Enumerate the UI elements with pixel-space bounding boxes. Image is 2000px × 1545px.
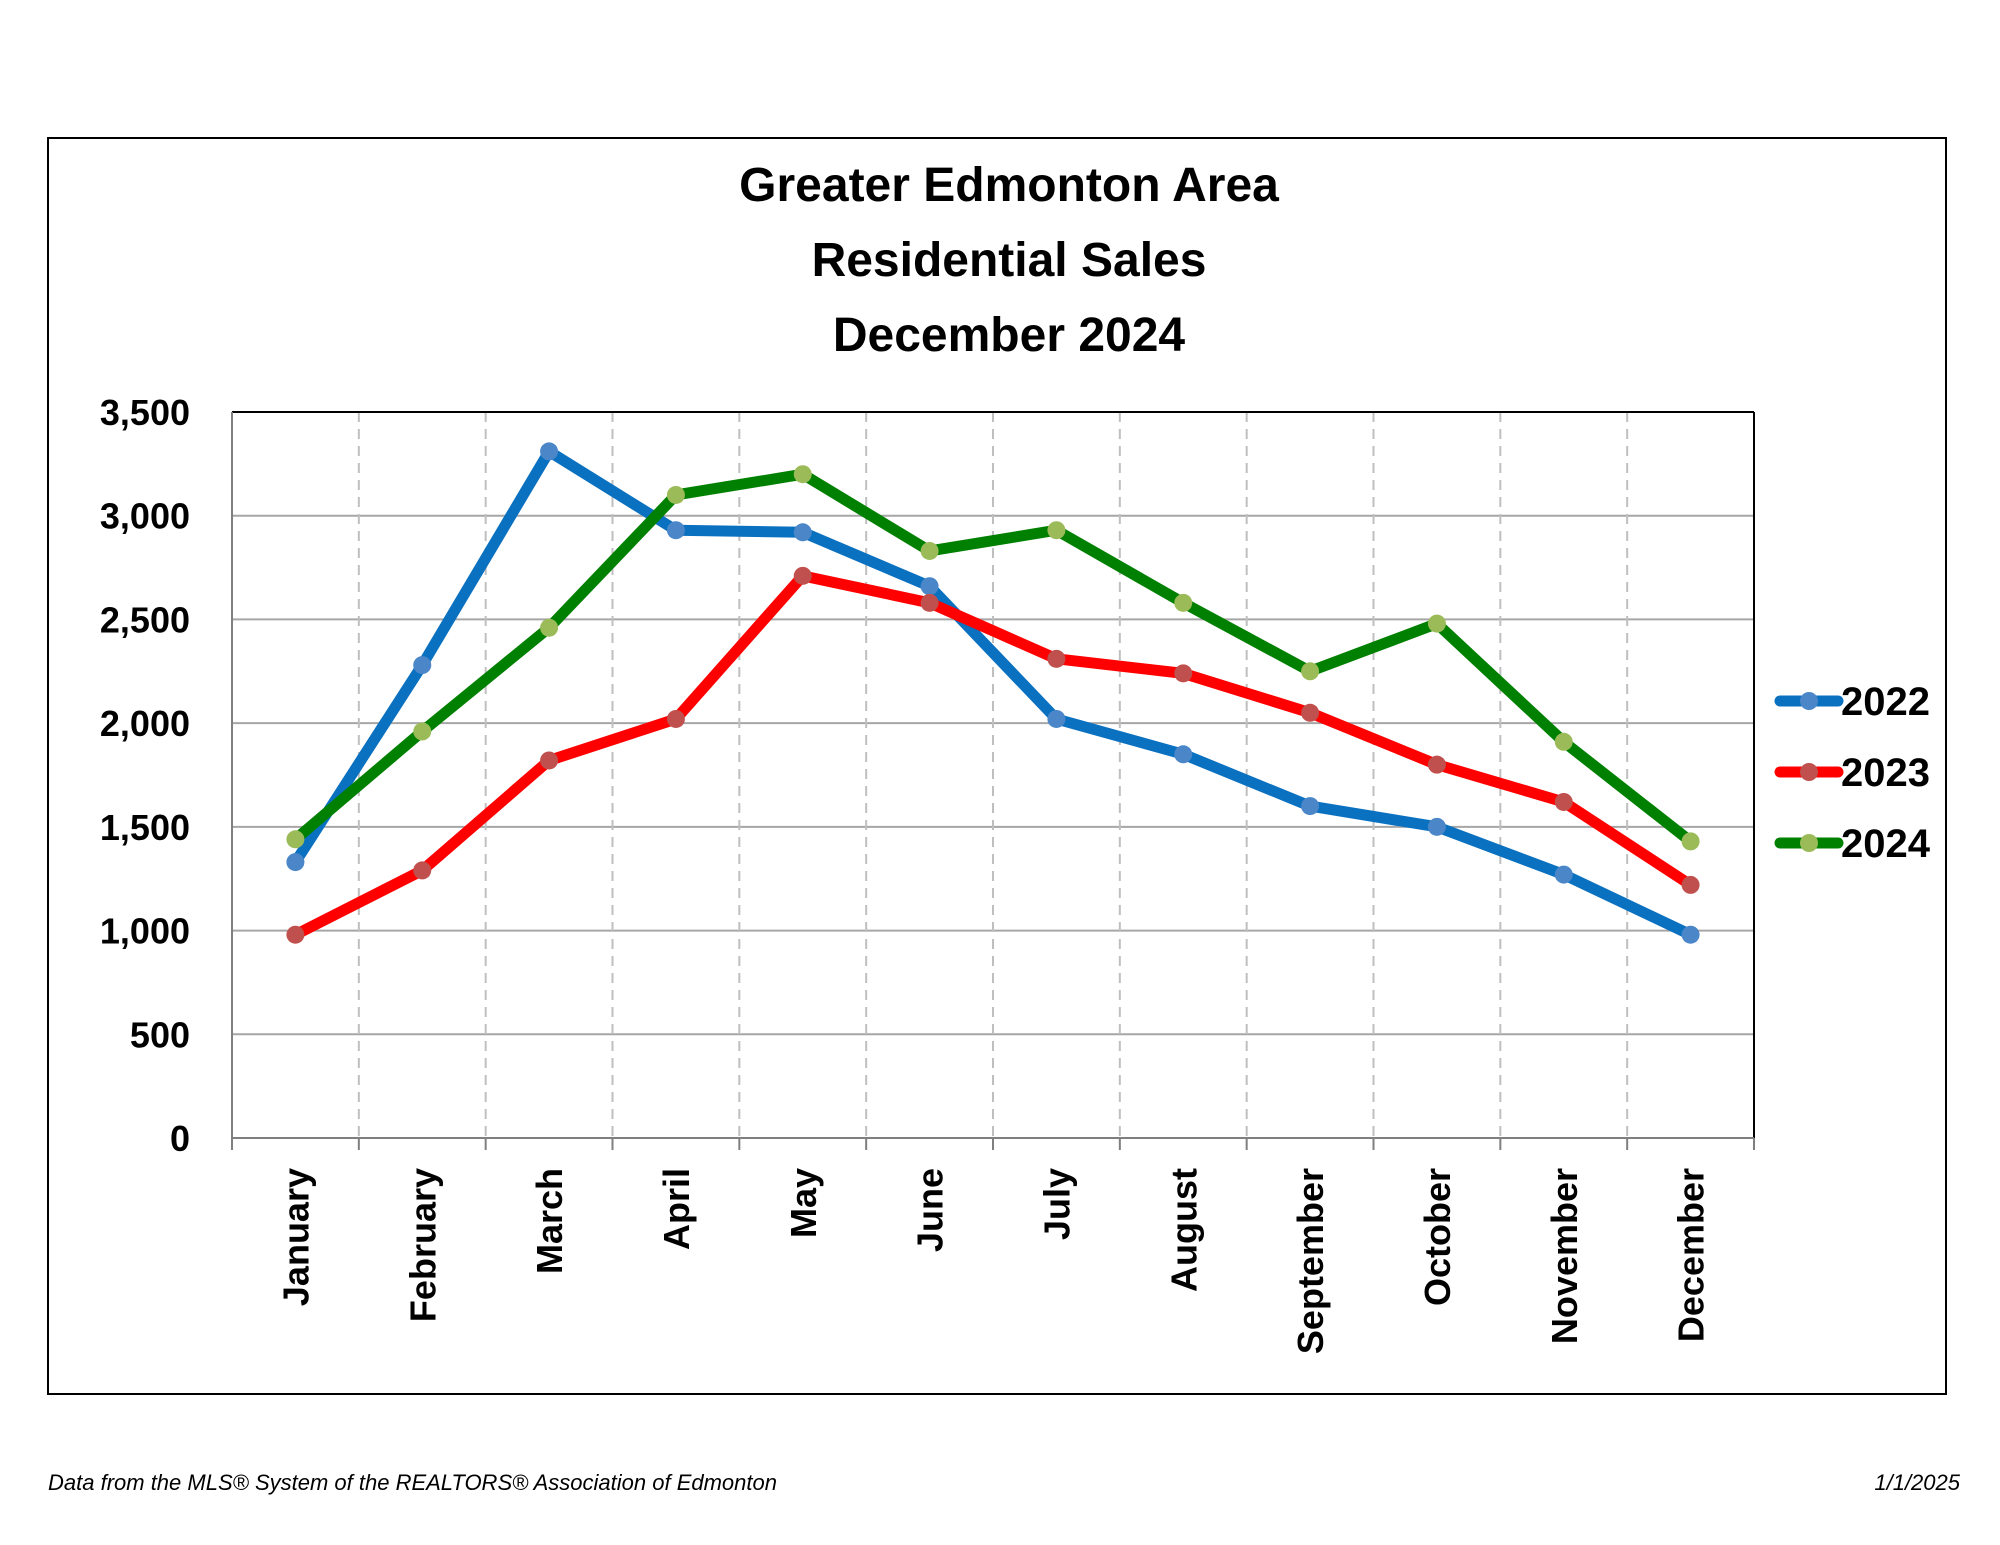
data-point-2022 (1427, 817, 1446, 836)
data-point-2024 (286, 830, 305, 849)
data-point-2022 (793, 523, 812, 542)
series-2022 (286, 442, 1700, 944)
chart-title: Greater Edmonton Area Residential Sales De… (739, 159, 1279, 362)
chart-frame: Greater Edmonton Area Residential Sales De… (47, 137, 1947, 1395)
data-point-2024 (666, 485, 685, 504)
data-point-2023 (1554, 792, 1573, 811)
series-2023 (286, 566, 1700, 944)
legend-label: 2024 (1841, 822, 1931, 866)
y-tick-label: 2,500 (100, 599, 190, 640)
data-point-2022 (286, 853, 305, 872)
data-point-2024 (1047, 521, 1066, 540)
data-point-2023 (540, 751, 559, 770)
grid (232, 411, 1755, 1138)
legend-swatch-marker (1800, 692, 1818, 710)
legend: 2022 2023 2024 (1774, 680, 1931, 866)
x-tick-label: November (1544, 1168, 1585, 1344)
data-point-2024 (793, 465, 812, 484)
data-point-2023 (1427, 755, 1446, 774)
legend-item-2024: 2024 (1774, 822, 1931, 866)
y-tick-label: 1,500 (100, 807, 190, 848)
y-tick-label: 2,000 (100, 703, 190, 744)
footer-source: Data from the MLS® System of the REALTOR… (48, 1470, 777, 1495)
series-line-2024 (289, 468, 1697, 847)
data-point-2022 (666, 521, 685, 540)
data-point-2023 (286, 925, 305, 944)
x-tick-label: December (1671, 1168, 1712, 1342)
x-tick-label: August (1163, 1168, 1204, 1292)
x-tick-label: March (529, 1168, 570, 1274)
data-point-2023 (1174, 664, 1193, 683)
x-tick-label: July (1036, 1168, 1077, 1240)
chart-title-line-2: Residential Sales (812, 234, 1207, 287)
data-point-2024 (413, 722, 432, 741)
legend-item-2022: 2022 (1774, 680, 1930, 724)
series (286, 442, 1700, 944)
data-point-2023 (1301, 703, 1320, 722)
chart-svg: Greater Edmonton Area Residential Sales De… (100, 159, 1931, 1354)
x-tick-label: September (1290, 1168, 1331, 1354)
data-point-2022 (920, 577, 939, 596)
data-point-2024 (1301, 662, 1320, 681)
data-point-2023 (793, 566, 812, 585)
x-tick-label: June (910, 1168, 951, 1252)
data-point-2023 (1681, 875, 1700, 894)
y-tick-label: 0 (170, 1118, 190, 1159)
y-tick-label: 1,000 (100, 911, 190, 952)
data-point-2022 (1047, 709, 1066, 728)
legend-swatch-marker (1800, 763, 1818, 781)
data-point-2023 (920, 593, 939, 612)
x-tick-label: April (656, 1168, 697, 1250)
data-point-2024 (1427, 614, 1446, 633)
data-point-2023 (666, 709, 685, 728)
series-2024 (286, 465, 1700, 851)
series-line-2022 (289, 445, 1697, 941)
data-point-2024 (1681, 832, 1700, 851)
data-point-2024 (540, 618, 559, 637)
data-point-2023 (1047, 649, 1066, 668)
data-point-2023 (413, 861, 432, 880)
legend-swatch-marker (1800, 834, 1818, 852)
y-tick-label: 500 (130, 1014, 190, 1055)
data-point-2024 (1554, 732, 1573, 751)
legend-label: 2023 (1841, 751, 1930, 795)
axes: 0 500 1,000 1,500 2,000 2,500 3,000 3,500 Januar… (100, 392, 1755, 1354)
x-tick-label: February (402, 1168, 443, 1322)
data-point-2022 (1681, 925, 1700, 944)
data-point-2022 (413, 656, 432, 675)
data-point-2022 (1554, 865, 1573, 884)
chart-title-line-3: December 2024 (833, 309, 1186, 362)
y-tick-label: 3,500 (100, 392, 190, 433)
data-point-2022 (1174, 745, 1193, 764)
y-tick-label: 3,000 (100, 496, 190, 537)
data-point-2022 (540, 442, 559, 461)
x-tick-label: October (1417, 1168, 1458, 1306)
footer-date: 1/1/2025 (1874, 1470, 1960, 1495)
x-tick-label: May (783, 1168, 824, 1238)
data-point-2022 (1301, 797, 1320, 816)
legend-item-2023: 2023 (1774, 751, 1930, 795)
data-point-2024 (1174, 593, 1193, 612)
legend-label: 2022 (1841, 680, 1930, 724)
data-point-2024 (920, 541, 939, 560)
x-tick-label: January (275, 1168, 316, 1306)
chart-title-line-1: Greater Edmonton Area (739, 159, 1279, 212)
series-line-2023 (289, 570, 1697, 941)
